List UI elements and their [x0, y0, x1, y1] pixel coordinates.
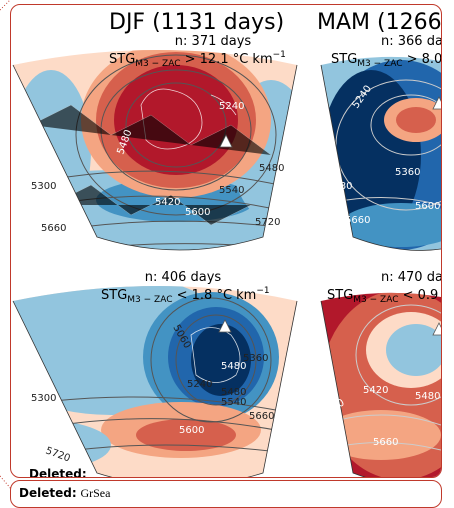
- figure-comment-frame[interactable]: DJF (1131 days) MAM (1266 n: 371 days ST…: [10, 4, 442, 478]
- contour-label: 5600: [415, 201, 440, 212]
- column-title-mam: MAM (1266: [317, 10, 441, 35]
- contour-label: 5240: [219, 101, 244, 112]
- triangle-marker-icon: [432, 96, 441, 110]
- contour-label: 5660: [345, 215, 370, 226]
- bottom-right-n-days: n: 470 da: [381, 270, 441, 285]
- contour-label: 5480: [221, 361, 246, 372]
- contour-label: 5540: [219, 185, 244, 196]
- contour-label: 5240: [187, 379, 212, 390]
- contour-label: 5480: [259, 163, 284, 174]
- contour-label: 5480: [327, 181, 352, 192]
- contour-label: 5420: [155, 197, 180, 208]
- column-title-djf: DJF (1131 days): [109, 10, 284, 35]
- contour-label: 5600: [179, 425, 204, 436]
- deleted-value: GrSea: [80, 486, 111, 500]
- contour-label: 5540: [221, 397, 246, 408]
- contour-label: 5600: [185, 207, 210, 218]
- bottom-left-n-days: n: 406 days: [145, 270, 222, 285]
- panel-top-right-map: [321, 56, 441, 251]
- top-right-n-days: n: 366 da: [381, 34, 441, 49]
- panel-bottom-right-map: [321, 292, 441, 477]
- top-left-n-days: n: 371 days: [175, 34, 252, 49]
- deleted-comment-1: Deleted:: [29, 467, 87, 478]
- contour-label: 5720: [44, 445, 72, 464]
- bottom-left-stg: STGM3 − ZAC < 1.8 °C km−1: [101, 286, 270, 305]
- triangle-marker-icon: [218, 319, 232, 333]
- deleted-comment-2: Deleted: GrSea: [19, 486, 110, 501]
- contour-label: 5720: [255, 217, 280, 228]
- top-left-stg: STGM3 − ZAC > 12.1 °C km−1: [109, 50, 286, 69]
- contour-label: 5420: [363, 385, 388, 396]
- contour-label: 5660: [41, 223, 66, 234]
- contour-label: 5660: [249, 411, 274, 422]
- deleted-comment-frame-2[interactable]: Deleted: GrSea: [10, 480, 442, 508]
- bottom-right-stg: STGM3 − ZAC < 0.9: [327, 288, 438, 305]
- triangle-marker-icon: [432, 322, 441, 336]
- contour-label: 5480: [415, 391, 440, 402]
- contour-label: 5480: [221, 387, 246, 398]
- contour-label: 5300: [31, 393, 56, 404]
- deleted-label: Deleted:: [29, 467, 87, 478]
- top-right-stg: STGM3 − ZAC > 8.0: [331, 52, 441, 69]
- contour-label: 5660: [373, 437, 398, 448]
- contour-label: 5300: [31, 181, 56, 192]
- panel-top-left-map: [13, 50, 297, 250]
- composite-figure: DJF (1131 days) MAM (1266 n: 371 days ST…: [12, 10, 441, 477]
- deleted-label-2: Deleted:: [19, 486, 77, 500]
- contour-label: 5360: [395, 167, 420, 178]
- contour-label: 5360: [243, 353, 268, 364]
- triangle-marker-icon: [219, 134, 233, 148]
